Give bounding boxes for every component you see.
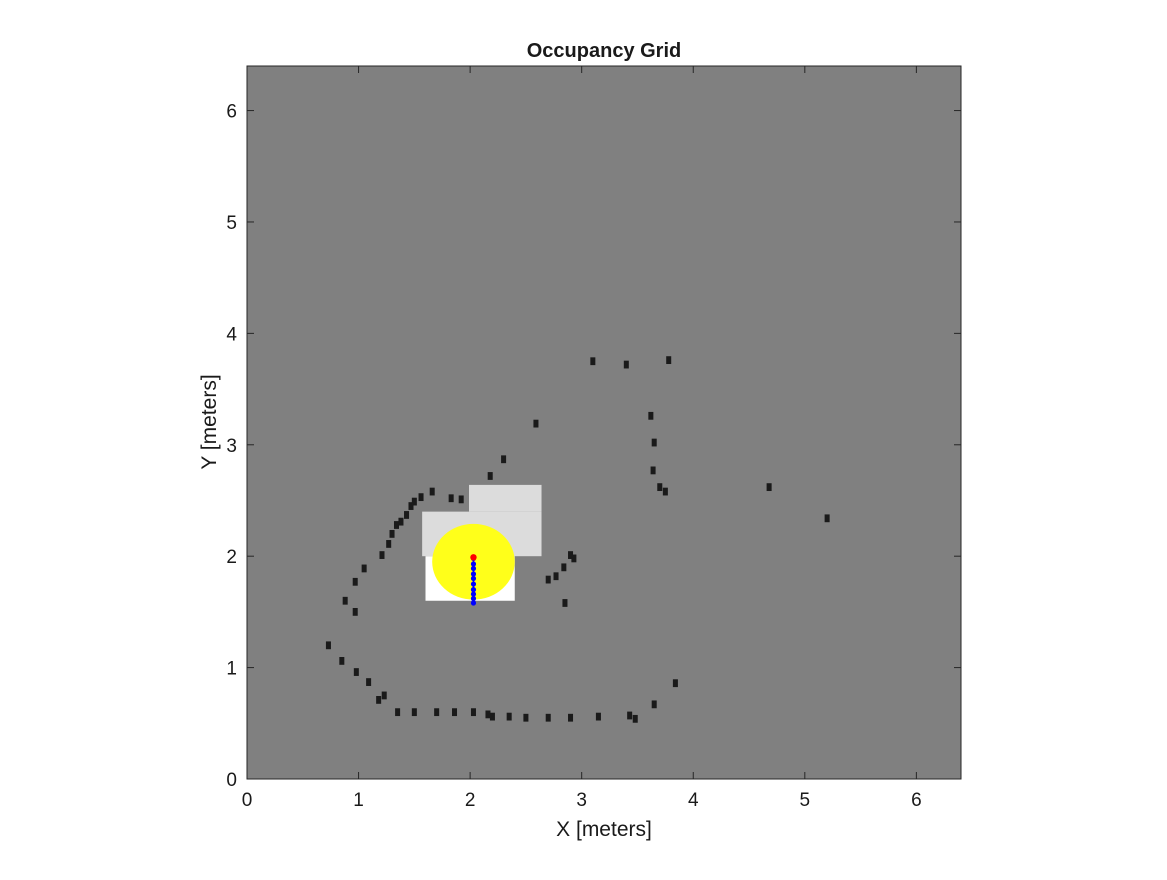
occupied-cells-layer	[325, 356, 830, 723]
path-point	[470, 571, 477, 577]
occupied-cell	[411, 497, 417, 506]
occupied-cell	[824, 514, 830, 523]
path-layer	[470, 554, 477, 606]
occupied-cell	[470, 708, 476, 717]
path-point	[470, 565, 477, 572]
occupied-cell	[389, 530, 395, 538]
occupied-cell	[595, 712, 601, 721]
occupied-cell	[339, 657, 345, 665]
x-tick-label: 1	[353, 790, 364, 811]
occupied-cell	[627, 711, 633, 720]
occupied-cell	[342, 596, 348, 605]
free-region-2	[469, 484, 542, 512]
y-tick-label: 2	[226, 547, 237, 568]
path-point	[470, 595, 477, 602]
occupied-cell	[429, 487, 435, 496]
occupied-cell	[408, 502, 414, 510]
y-tick-label: 4	[226, 324, 237, 345]
path-point	[470, 581, 477, 587]
occupied-cell	[553, 572, 559, 581]
occupied-cell	[590, 357, 596, 366]
occupied-cell	[545, 575, 551, 584]
y-axis-label: Y [meters]	[198, 374, 221, 469]
occupied-cell	[458, 495, 464, 504]
occupied-cell	[506, 712, 512, 721]
chart-title: Occupancy Grid	[527, 40, 682, 62]
y-tick-label: 0	[226, 770, 237, 791]
y-axis: 0 1 2 3 4 5 6	[226, 102, 961, 791]
path-point	[470, 587, 477, 593]
occupied-cell	[568, 713, 574, 722]
occupied-cell	[411, 708, 417, 717]
occupied-cell	[523, 713, 529, 722]
occupied-cell	[434, 708, 440, 717]
occupied-cell	[662, 487, 668, 496]
x-tick-label: 2	[465, 790, 476, 811]
x-tick-label: 3	[576, 790, 587, 811]
occupied-cell	[651, 438, 657, 447]
x-tick-label: 5	[800, 790, 811, 811]
occupied-cell	[381, 691, 387, 700]
occupied-cell	[562, 599, 568, 607]
occupied-cell	[395, 708, 401, 717]
occupied-cell	[361, 564, 367, 573]
x-axis-label: X [meters]	[556, 818, 652, 841]
path-point	[470, 575, 477, 582]
occupied-cell	[352, 577, 358, 586]
occupied-cell	[485, 710, 491, 719]
occupied-cell	[533, 419, 539, 428]
y-tick-label: 6	[226, 102, 237, 123]
occupied-cell	[393, 521, 400, 529]
occupied-cell	[487, 472, 493, 480]
occupied-cell	[561, 563, 567, 572]
occupied-cell	[571, 554, 577, 563]
occupied-cell	[353, 668, 359, 676]
occupied-cell	[657, 483, 663, 492]
occupied-cell	[325, 641, 331, 650]
path-point	[470, 561, 477, 567]
x-axis: 0 1 2 3 4 5 6	[242, 66, 922, 811]
occupied-cell	[448, 494, 454, 503]
occupied-cell	[648, 411, 654, 420]
x-tick-label: 4	[688, 790, 699, 811]
y-tick-label: 1	[226, 659, 237, 680]
path-point	[470, 600, 477, 606]
occupied-cell	[666, 356, 672, 365]
occupied-cell	[568, 551, 574, 559]
y-tick-label: 5	[226, 213, 237, 234]
occupied-cell	[451, 708, 458, 717]
occupied-cell	[404, 511, 410, 519]
occupied-cell	[766, 483, 772, 492]
path-point	[470, 591, 477, 597]
unknown-space-background	[247, 66, 961, 779]
occupied-cell	[379, 551, 385, 559]
occupied-cell	[489, 712, 495, 721]
occupied-cell	[501, 455, 507, 464]
plot-frame	[246, 65, 962, 780]
occupied-cell	[418, 493, 424, 502]
occupied-cell	[651, 700, 657, 709]
robot-marker	[470, 554, 477, 561]
x-tick-label: 0	[242, 790, 253, 811]
y-tick-label: 3	[226, 436, 237, 457]
occupied-cell	[672, 679, 678, 688]
occupied-cell	[376, 696, 382, 704]
occupied-cell	[632, 714, 638, 723]
occupied-cell	[366, 678, 372, 686]
x-tick-label: 6	[911, 790, 922, 811]
occupied-cell	[398, 517, 404, 526]
occupied-cell	[352, 607, 358, 616]
occupied-cell	[650, 466, 656, 475]
occupied-cell	[623, 360, 629, 369]
occupied-cell	[545, 713, 551, 722]
occupied-cell	[386, 540, 392, 548]
